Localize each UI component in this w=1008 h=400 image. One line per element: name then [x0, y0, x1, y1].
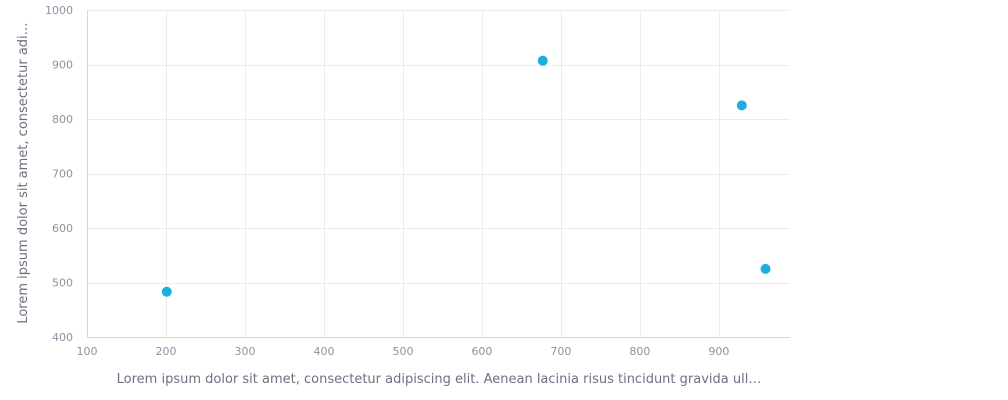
x-tick-label: 100	[77, 345, 98, 358]
x-tick-label: 700	[550, 345, 571, 358]
y-tick-labels: 400 500 600 700 800 900 1000	[45, 4, 73, 344]
x-tick-labels: 100 200 300 400 500 600 700 800 900	[77, 345, 730, 358]
x-tick-label: 200	[155, 345, 176, 358]
axes	[87, 10, 790, 338]
data-points	[161, 55, 771, 297]
x-tick-label: 300	[234, 345, 255, 358]
x-tick-label: 900	[708, 345, 729, 358]
x-tick-label: 500	[392, 345, 413, 358]
y-tick-label: 500	[52, 277, 73, 290]
y-tick-label: 400	[52, 331, 73, 344]
grid	[87, 10, 790, 338]
x-tick-label: 600	[471, 345, 492, 358]
y-tick-label: 600	[52, 222, 73, 235]
data-point	[537, 55, 548, 66]
y-axis-title: Lorem ipsum dolor sit amet, consectetur …	[16, 22, 31, 323]
y-tick-label: 700	[52, 168, 73, 181]
x-tick-label: 800	[629, 345, 650, 358]
data-point	[161, 286, 172, 297]
data-point	[760, 263, 771, 274]
y-tick-label: 800	[52, 113, 73, 126]
x-tick-label: 400	[313, 345, 334, 358]
y-tick-label: 1000	[45, 4, 73, 17]
data-point	[736, 100, 747, 111]
x-axis-title: Lorem ipsum dolor sit amet, consectetur …	[117, 372, 762, 387]
y-tick-label: 900	[52, 59, 73, 72]
